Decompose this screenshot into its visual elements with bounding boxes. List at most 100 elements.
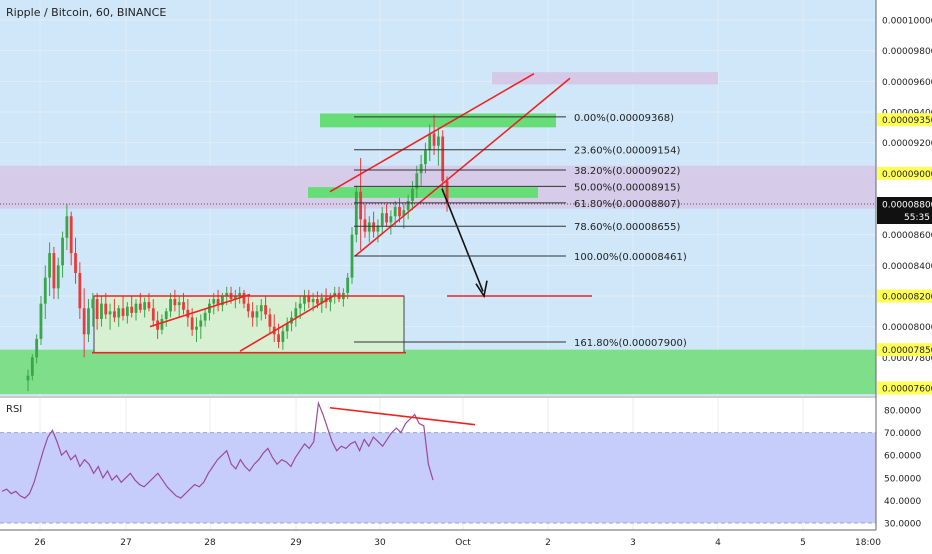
candle-body — [190, 317, 194, 330]
candle-body — [195, 326, 198, 330]
price-tag-label: 0.00009350 — [882, 116, 932, 126]
candle-body — [389, 216, 393, 223]
candle-body — [108, 311, 112, 315]
price-tag-label: 0.00007600 — [882, 385, 932, 395]
rsi-band — [0, 432, 876, 523]
candle-body — [259, 305, 263, 312]
candle-body — [380, 213, 384, 226]
candle-body — [233, 296, 237, 300]
candle-body — [238, 292, 242, 296]
candle-body — [26, 375, 30, 381]
candle-body — [52, 253, 56, 289]
candle-body — [303, 296, 306, 304]
wedge-upper-line — [329, 72, 535, 193]
candle-body — [350, 234, 354, 278]
candle-body — [78, 273, 82, 309]
rsi-label: RSI — [6, 404, 22, 415]
candle-body — [393, 207, 397, 217]
price-tag-bg — [877, 289, 932, 303]
candle-body — [242, 292, 246, 304]
candle-body — [225, 292, 229, 296]
candle-body — [294, 308, 298, 318]
support-zone — [0, 349, 876, 395]
rsi-divergence-line — [329, 406, 476, 426]
candle-body — [307, 296, 311, 303]
rsi-tick-label: 40.0000 — [884, 497, 921, 507]
fib-label: 38.20%(0.00009022) — [574, 166, 680, 177]
candle-body — [69, 216, 73, 254]
chart-title: Ripple / Bitcoin, 60, BINANCE — [6, 6, 166, 19]
candle-body — [281, 331, 285, 342]
candle-body — [160, 319, 164, 330]
fib-box-mid — [308, 187, 538, 198]
candle-body — [316, 299, 319, 304]
time-tick-label: 26 — [34, 538, 46, 548]
fib-label: 78.60%(0.00008655) — [574, 222, 680, 233]
candle-body — [100, 303, 103, 319]
time-tick-label: 28 — [204, 538, 216, 548]
candle-body — [359, 191, 363, 220]
candle-body — [246, 303, 250, 312]
candle-body — [264, 305, 267, 315]
candle-body — [402, 210, 406, 217]
candle-body — [95, 299, 99, 319]
rsi-tick-label: 80.0000 — [884, 407, 921, 417]
candle-body — [363, 219, 367, 232]
candle-body — [82, 308, 86, 335]
time-tick-label: Oct — [455, 538, 471, 548]
price-tag-bg — [877, 381, 932, 395]
price-tick-label: 0.00008400 — [882, 262, 932, 272]
candle-body — [186, 309, 190, 318]
fib-label: 100.00%(0.00008461) — [574, 252, 687, 263]
candle-body — [277, 334, 280, 342]
price-tag-bg — [877, 343, 932, 357]
price-tag-bg — [877, 166, 932, 180]
candle-body — [117, 308, 121, 318]
candle-body — [216, 299, 220, 306]
price-tick-label: 0.00010000 — [882, 17, 932, 27]
candle-body — [406, 200, 410, 211]
fib-label: 23.60%(0.00009154) — [574, 146, 680, 157]
candle-body — [87, 308, 90, 335]
target-arrow-shaft — [441, 188, 484, 292]
candle-body — [65, 216, 69, 238]
price-tick-label: 0.00009200 — [882, 139, 932, 149]
candle-body — [376, 225, 380, 232]
time-tick-label: 30 — [374, 538, 386, 548]
candle-body — [367, 222, 371, 232]
price-tag-label: 0.00007850 — [882, 346, 932, 356]
candle-body — [30, 357, 34, 376]
candle-body — [437, 136, 440, 146]
current-price-label: 0.00008800 — [882, 201, 932, 211]
time-tick-label: 4 — [715, 538, 721, 548]
price-axis-bg — [876, 0, 932, 530]
time-tick-label: 18:00 — [855, 538, 881, 548]
candle-body — [43, 277, 47, 304]
candle-body — [56, 265, 60, 289]
rsi-tick-label: 50.0000 — [884, 474, 921, 484]
candle-body — [346, 277, 350, 293]
candle-body — [130, 306, 134, 313]
candle-body — [203, 312, 207, 321]
candle-body — [320, 297, 324, 304]
candle-body — [354, 191, 358, 235]
candle-body — [169, 299, 172, 312]
candle-body — [268, 314, 272, 327]
rsi-line — [1, 400, 434, 499]
triangle-rising-line-1 — [149, 293, 251, 328]
time-tick-label: 3 — [630, 538, 636, 548]
rsi-pane — [0, 400, 876, 524]
price-tick-label: 0.00008600 — [882, 231, 932, 241]
candle-body — [212, 299, 216, 304]
candle-body — [151, 308, 155, 321]
candle-body — [311, 299, 315, 303]
current-price-tag — [877, 197, 932, 224]
candle-body — [121, 308, 125, 316]
fib-levels: 0.00%(0.00009368) 23.60%(0.00009154) 38.20… — [0, 113, 876, 349]
candle-body — [138, 303, 142, 310]
price-tick-label: 0.00007800 — [882, 354, 932, 364]
candle-body — [164, 311, 168, 319]
price-tag-label: 0.00009000 — [882, 170, 932, 180]
